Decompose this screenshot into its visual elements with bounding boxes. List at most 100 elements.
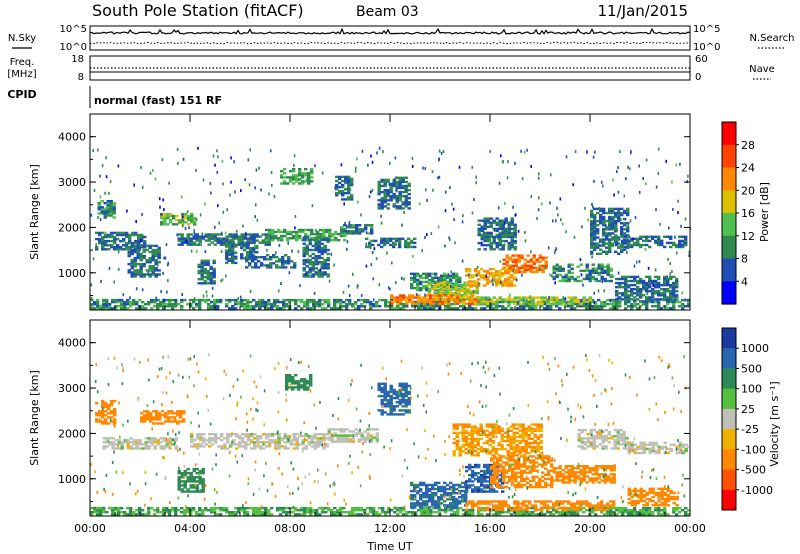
heatmap-cell [669,277,673,281]
heatmap-cell [430,285,434,289]
heatmap-cell [147,437,151,440]
heatmap-cell [602,228,606,231]
heatmap-cell [504,511,508,514]
heatmap-cell [672,294,676,297]
heatmap-cell [537,300,541,303]
heatmap-cell [186,511,190,514]
heatmap-cell [456,513,460,516]
heatmap-cell [171,305,175,308]
heatmap-cell [395,413,399,416]
heatmap-cell [269,258,273,261]
heatmap-cell [155,410,159,413]
heatmap-cell [165,443,169,446]
heatmap-cell [591,275,595,279]
heatmap-cell [244,445,248,448]
heatmap-cell [675,251,678,255]
heatmap-cell [669,298,673,301]
heatmap-cell [105,298,109,302]
heatmap-cell [602,238,606,241]
heatmap-cell [180,484,184,487]
heatmap-cell [358,224,362,227]
heatmap-cell [226,433,230,436]
heatmap-cell [307,234,311,238]
heatmap-cell [255,168,258,172]
heatmap-cell [445,281,449,284]
heatmap-cell [537,302,541,305]
heatmap-cell [585,273,589,277]
heatmap-cell [489,298,493,301]
heatmap-cell [516,300,520,304]
heatmap-cell [678,239,682,243]
heatmap-cell [398,205,402,208]
heatmap-cell [413,241,417,245]
heatmap-cell [184,217,188,220]
heatmap-cell [555,273,559,277]
heatmap-cell [401,276,403,280]
heatmap-cell [454,285,458,289]
heatmap-cell [386,207,390,210]
heatmap-cell [623,228,627,231]
heatmap-cell [458,165,461,169]
heatmap-cell [344,179,348,183]
heatmap-cell [321,511,325,514]
heatmap-cell [189,298,193,302]
heatmap-cell [176,420,180,423]
heatmap-cell [507,296,511,299]
heatmap-cell [190,221,194,224]
heatmap-cell [471,509,475,512]
heatmap-cell [365,245,369,249]
heatmap-cell [606,279,610,283]
heatmap-cell [123,303,127,306]
heatmap-cell [348,303,352,306]
heatmap-cell [426,288,428,292]
heatmap-cell [254,262,258,265]
heatmap-cell [246,506,250,510]
heatmap-cell [298,174,302,177]
heatmap-cell [167,261,170,265]
heatmap-cell [602,234,606,237]
heatmap-cell [139,256,143,260]
heatmap-cell [243,235,247,238]
heatmap-cell [125,235,129,239]
heatmap-cell [214,437,218,440]
heatmap-cell [660,243,664,247]
heatmap-cell [660,294,664,297]
heatmap-cell [570,296,574,299]
heatmap-cell [611,219,615,223]
heatmap-cell [423,506,427,510]
heatmap-cell [210,237,214,240]
heatmap-cell [110,235,114,239]
heatmap-cell [116,231,120,235]
heatmap-cell [354,169,357,173]
heatmap-cell [474,274,478,277]
heatmap-cell [297,305,301,308]
heatmap-cell [473,198,475,201]
heatmap-cell [256,441,260,444]
heatmap-cell [498,280,502,283]
heatmap-cell [590,250,594,253]
heatmap-cell [392,407,396,410]
heatmap-cell [666,279,670,283]
heatmap-cell [364,228,368,231]
heatmap-cell [513,246,516,250]
heatmap-cell [567,513,571,516]
heatmap-cell [514,161,516,165]
heatmap-cell [672,292,676,295]
heatmap-cell [492,248,496,251]
heatmap-cell [538,196,540,200]
heatmap-cell [593,232,597,235]
heatmap-cell [264,243,268,246]
heatmap-cell [261,298,265,302]
heatmap-cell [206,259,210,262]
heatmap-cell [596,236,600,239]
heatmap-cell [293,154,296,158]
heatmap-cell [96,511,100,514]
heatmap-cell [486,244,490,247]
heatmap-cell [504,284,508,287]
heatmap-cell [302,263,306,266]
heatmap-cell [186,488,190,491]
heatmap-cell [268,433,272,436]
heatmap-cell [636,260,638,264]
heatmap-cell [588,275,592,279]
heatmap-cell [133,261,137,264]
